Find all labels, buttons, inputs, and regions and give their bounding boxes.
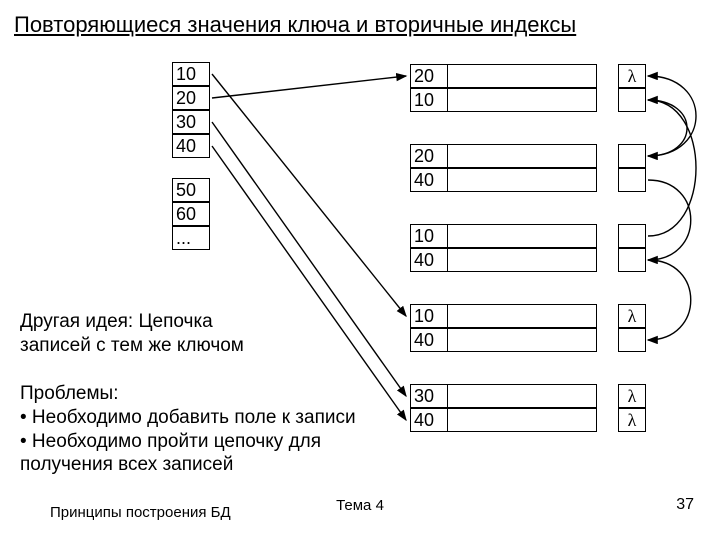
slide-title: Повторяющиеся значения ключа и вторичные… [14, 12, 576, 38]
record-data [447, 64, 597, 88]
record-key: 40 [410, 408, 448, 432]
index-cell: 60 [172, 202, 210, 226]
record-data [447, 88, 597, 112]
record-key: 40 [410, 328, 448, 352]
index-cell: 50 [172, 178, 210, 202]
record-key: 40 [410, 168, 448, 192]
record-data [447, 144, 597, 168]
record-data [447, 248, 597, 272]
record-key: 10 [410, 224, 448, 248]
pointer-cell [618, 144, 646, 168]
record-key: 20 [410, 64, 448, 88]
footer-center: Тема 4 [336, 497, 384, 514]
record-key: 30 [410, 384, 448, 408]
record-data [447, 304, 597, 328]
pointer-cell [618, 248, 646, 272]
record-data [447, 384, 597, 408]
pointer-cell [618, 88, 646, 112]
record-key: 10 [410, 88, 448, 112]
problem-item: • Необходимо пройти цепочку для получени… [20, 430, 400, 478]
record-key: 40 [410, 248, 448, 272]
problems-heading: Проблемы: [20, 382, 400, 406]
index-cell: 40 [172, 134, 210, 158]
record-data [447, 224, 597, 248]
lambda-cell: λ [618, 64, 646, 88]
problems-block: Проблемы: • Необходимо добавить поле к з… [20, 382, 400, 477]
lambda-cell: λ [618, 408, 646, 432]
record-key: 20 [410, 144, 448, 168]
record-data [447, 168, 597, 192]
index-cell: 10 [172, 62, 210, 86]
record-key: 10 [410, 304, 448, 328]
footer-page-number: 37 [676, 496, 694, 514]
lambda-cell: λ [618, 384, 646, 408]
problem-item: • Необходимо добавить поле к записи [20, 406, 400, 430]
index-cell: ... [172, 226, 210, 250]
idea-text: Другая идея: Цепочка записей с тем же кл… [20, 310, 280, 358]
footer-left: Принципы построения БД [50, 504, 231, 522]
index-cell: 20 [172, 86, 210, 110]
record-data [447, 408, 597, 432]
record-data [447, 328, 597, 352]
pointer-cell [618, 224, 646, 248]
pointer-cell [618, 328, 646, 352]
index-cell: 30 [172, 110, 210, 134]
pointer-cell [618, 168, 646, 192]
lambda-cell: λ [618, 304, 646, 328]
